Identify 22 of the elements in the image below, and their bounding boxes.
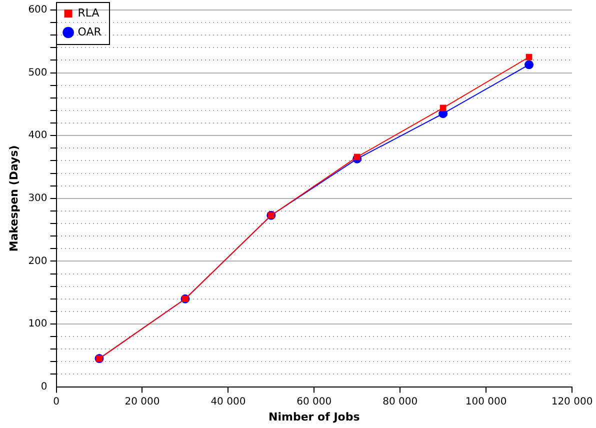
point [526, 54, 532, 60]
x-tick-label: 40 000 [210, 396, 246, 408]
x-axis-title: Nimber of Jobs [268, 410, 360, 424]
x-tick-label: 60 000 [296, 396, 332, 408]
x-tick-label: 120 000 [551, 396, 593, 408]
point [524, 60, 534, 70]
point [440, 104, 446, 112]
y-tick-label: 100 [28, 318, 48, 330]
point [354, 154, 360, 160]
x-tick-label: 20 000 [124, 396, 160, 408]
y-tick-label: 0 [40, 381, 48, 392]
x-tick-label: 100 000 [465, 396, 507, 408]
y-tick-label: 500 [28, 67, 48, 78]
y-tick-label: 600 [28, 4, 48, 16]
y-tick-label: 300 [28, 192, 48, 204]
legend-label: RLA [78, 6, 100, 20]
x-tick-label: 0 [53, 396, 60, 408]
y-axis-title: Makespen (Days) [7, 145, 20, 252]
x-tick-label: 80 000 [382, 396, 418, 408]
y-tick-label: 200 [28, 256, 48, 267]
legend-label: OAR [78, 25, 102, 38]
y-tick-label: 400 [28, 130, 48, 142]
